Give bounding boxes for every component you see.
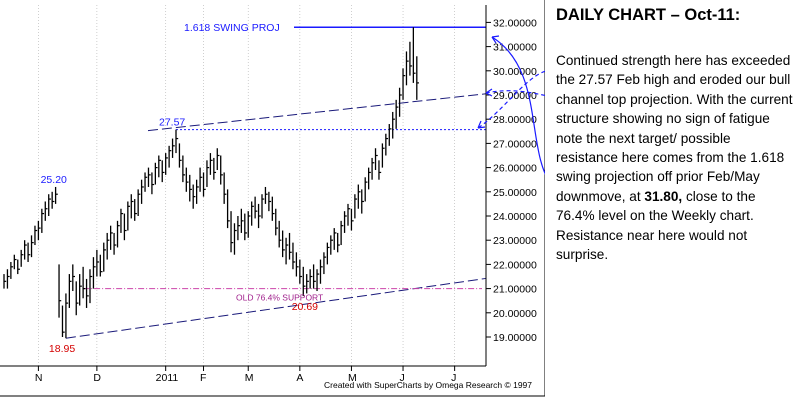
panel-title: DAILY CHART – Oct-11: bbox=[556, 6, 741, 24]
arrow-to-feb-high bbox=[477, 70, 545, 129]
swing-projection-label: 1.618 SWING PROJ bbox=[184, 22, 280, 34]
y-tick-label: 22.00000 bbox=[493, 259, 537, 271]
nov-high-label: 25.20 bbox=[41, 174, 67, 186]
x-tick-label: D bbox=[93, 372, 101, 384]
y-tick-label: 27.00000 bbox=[493, 138, 537, 150]
arrow-to-swing-projection bbox=[491, 36, 545, 175]
y-tick-label: 26.00000 bbox=[493, 163, 537, 175]
y-tick-label: 32.00000 bbox=[493, 17, 537, 29]
annotation-labels: 1.618 SWING PROJ 27.57 25.20 18.95 20.69OLD … bbox=[41, 22, 545, 355]
x-tick-label: F bbox=[200, 372, 206, 384]
y-tick-label: 24.00000 bbox=[493, 211, 537, 223]
axes: 19.00000 20.00000 21.00000 22.00000 23.00000… bbox=[0, 0, 545, 397]
annotation-lines bbox=[65, 26, 487, 339]
channel-top-line bbox=[147, 93, 487, 132]
arrow-head bbox=[477, 120, 486, 129]
y-tick-label: 28.00000 bbox=[493, 114, 537, 126]
arrow-head bbox=[485, 88, 493, 97]
y-tick-label: 23.00000 bbox=[493, 235, 537, 247]
y-tick-label: 20.00000 bbox=[493, 308, 537, 320]
x-tick-label: J bbox=[451, 372, 456, 384]
commentary-target-value: 31.80, bbox=[644, 188, 683, 204]
x-tick-label: A bbox=[296, 372, 303, 384]
y-tick-label: 31.00000 bbox=[493, 42, 537, 54]
arrow-head bbox=[491, 35, 500, 44]
y-tick-label: 25.00000 bbox=[493, 187, 537, 199]
commentary-arrows bbox=[477, 35, 545, 175]
price-chart: 19.00000 20.00000 21.00000 22.00000 23.00000… bbox=[0, 0, 545, 397]
y-tick-label: 30.00000 bbox=[493, 66, 537, 78]
grid-layer bbox=[38, 5, 455, 366]
nov-low-label: 18.95 bbox=[49, 343, 75, 355]
may-low-label: 20.69 bbox=[292, 301, 318, 313]
price-bars bbox=[3, 27, 419, 339]
y-tick-label: 29.00000 bbox=[493, 90, 537, 102]
x-tick-label: M bbox=[348, 372, 357, 384]
old-support-label: OLD 76.4% SUPPORT bbox=[236, 293, 323, 303]
chart-credit: Created with SuperCharts by Omega Resear… bbox=[324, 380, 532, 390]
x-tick-label: M bbox=[245, 372, 254, 384]
y-tick-label: 21.00000 bbox=[493, 284, 537, 296]
chart-area: 19.00000 20.00000 21.00000 22.00000 23.00000… bbox=[0, 0, 545, 397]
commentary-part-1: Continued strength here has exceeded the… bbox=[556, 53, 793, 204]
x-tick-label: 2011 bbox=[156, 372, 179, 384]
y-tick-label: 19.00000 bbox=[493, 332, 537, 344]
x-tick-label: N bbox=[35, 372, 43, 384]
x-tick-label: J bbox=[400, 372, 405, 384]
commentary-part-2: close to the 76.4% level on the Weekly c… bbox=[556, 188, 756, 263]
panel-commentary: Continued strength here has exceeded the… bbox=[556, 51, 794, 264]
feb-high-label: 27.57 bbox=[159, 117, 185, 129]
